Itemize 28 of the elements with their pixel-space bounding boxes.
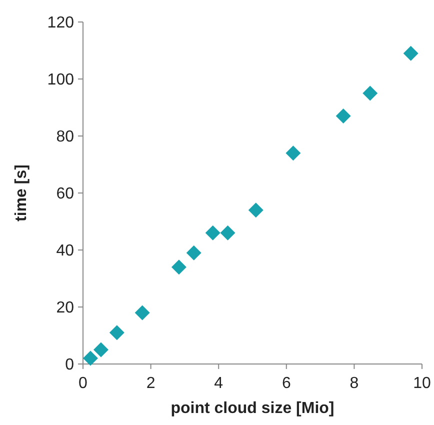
point xyxy=(82,350,98,366)
point xyxy=(109,325,124,340)
y-tick-label: 100 xyxy=(47,72,74,89)
point xyxy=(171,260,186,275)
y-tick-label: 40 xyxy=(56,242,74,260)
x-tick-label: 4 xyxy=(214,375,224,392)
point xyxy=(336,108,351,124)
point xyxy=(403,46,418,61)
y-axis-title: time [s] xyxy=(13,164,30,222)
point xyxy=(205,225,220,240)
x-tick-label: 6 xyxy=(282,375,291,392)
y-tick-label: 120 xyxy=(47,14,74,32)
y-tick-label: 20 xyxy=(56,300,74,317)
point xyxy=(93,342,108,358)
point xyxy=(286,146,301,161)
x-tick-label: 10 xyxy=(413,375,431,392)
y-tick-label: 80 xyxy=(56,128,74,146)
x-tick-label: 2 xyxy=(146,375,156,392)
point xyxy=(186,245,202,260)
x-axis-title: point cloud size [Mio] xyxy=(170,400,334,417)
x-tick-label: 0 xyxy=(78,375,88,392)
x-tick-label: 8 xyxy=(350,375,359,392)
point xyxy=(134,305,150,320)
y-tick-label: 0 xyxy=(65,356,74,374)
point xyxy=(248,202,264,218)
y-tick-label: 60 xyxy=(56,186,74,203)
point xyxy=(362,86,378,101)
point xyxy=(220,225,236,240)
